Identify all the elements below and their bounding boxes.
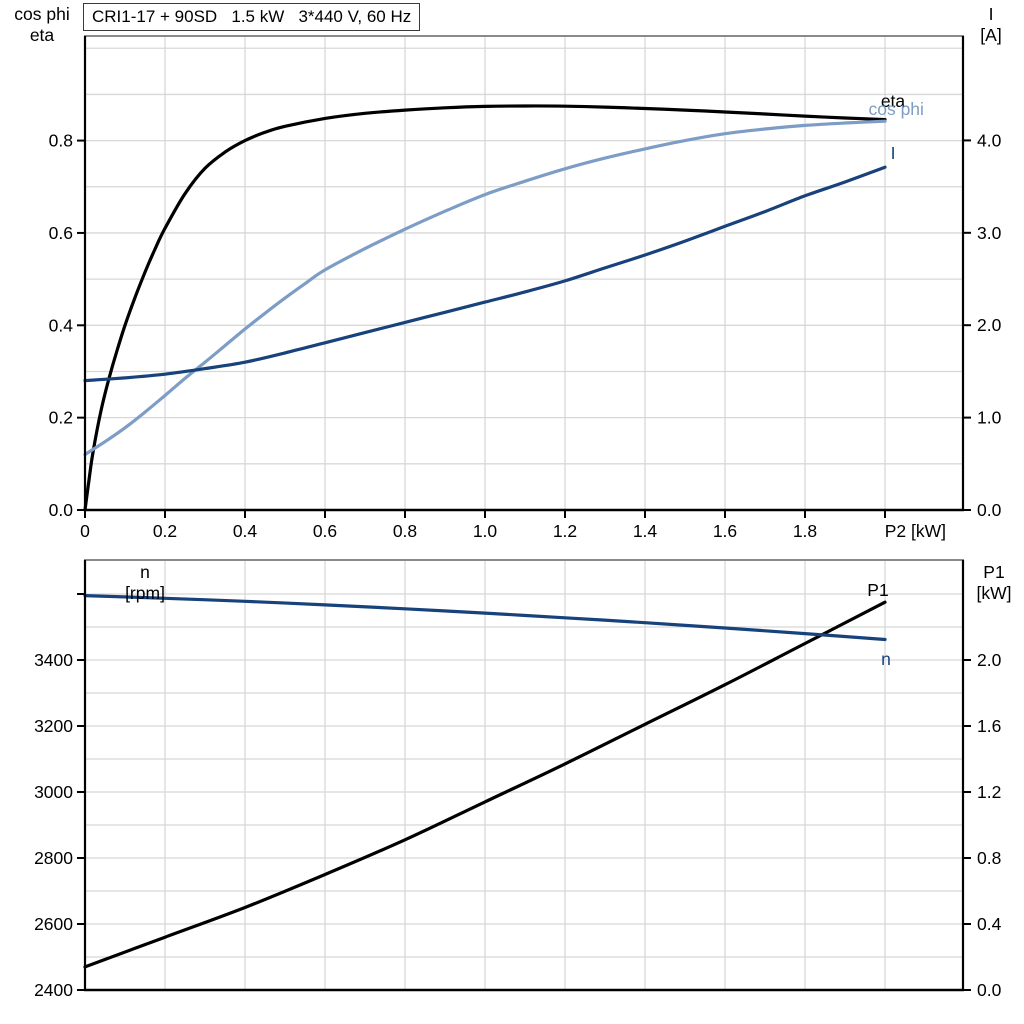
right-tick-label: 4.0 [977, 130, 1002, 150]
axes [83, 560, 965, 992]
cos-phi-curve [83, 119, 887, 457]
right-tick-label: 1.2 [977, 782, 1001, 802]
eta-curve [83, 104, 887, 512]
left-tick-label: 0.0 [49, 500, 74, 520]
tick-labels: 2400 2600 2800 3000 3200 3400 0.0 0.4 0.8 1.2 1.6 2… [34, 650, 1002, 1000]
chart-title-box: CRI1-17 + 90SD 1.5 kW 3*440 V, 60 Hz [83, 3, 421, 31]
x-tick-label: 1.0 [473, 521, 498, 541]
right-tick-label: 0.4 [977, 914, 1002, 934]
left-tick-label: 2600 [34, 914, 73, 934]
I-curve-label: I [891, 143, 896, 163]
n-curve-label: n [881, 649, 891, 669]
P1-curve [83, 600, 887, 969]
left-tick-label: 2800 [34, 848, 73, 868]
I-curve [83, 165, 887, 383]
left-tick-label: 0.2 [49, 408, 73, 428]
x-tick-label: 0.4 [233, 521, 258, 541]
x-axis-title: P2 [kW] [885, 521, 946, 541]
axis-header-speed: n [140, 562, 150, 582]
axes [83, 36, 965, 512]
left-tick-label: 3000 [34, 782, 73, 802]
axis-header-current: I [988, 4, 994, 24]
n-curve [83, 594, 887, 642]
axis-header-speed-unit: [rpm] [125, 583, 165, 603]
left-tick-label: 0.4 [49, 315, 74, 335]
x-tick-label: 0.6 [313, 521, 337, 541]
left-tick-label: 3400 [34, 650, 73, 670]
left-tick-label: 3200 [34, 716, 73, 736]
bottom-right-axis-header: P1 [kW] [964, 562, 1024, 604]
left-tick-label: 0.6 [49, 223, 73, 243]
motor-curves-panel: 0.0 0.2 0.4 0.6 0.8 0.0 1.0 2.0 3.0 4.0 0 0.2 0.4 0.6… [49, 35, 1002, 541]
right-tick-label: 2.0 [977, 315, 1002, 335]
right-tick-label: 1.6 [977, 716, 1001, 736]
right-tick-label: 0.0 [977, 980, 1002, 1000]
top-left-axis-header: cos phi eta [2, 4, 82, 46]
gridlines [85, 560, 963, 990]
axis-header-eta: eta [29, 25, 55, 45]
tick-labels: 0.0 0.2 0.4 0.6 0.8 0.0 1.0 2.0 3.0 4.0 0 0.2 0.4 0.6… [49, 130, 1002, 541]
x-tick-label: 1.4 [633, 521, 658, 541]
tick-marks [77, 139, 971, 518]
x-tick-label: 0.8 [393, 521, 417, 541]
cos-phi-curve-label: cos phi [868, 99, 923, 119]
axis-header-current-unit: [A] [980, 25, 1002, 45]
left-tick-label: 2400 [34, 980, 73, 1000]
right-tick-label: 2.0 [977, 650, 1002, 670]
right-tick-label: 0.8 [977, 848, 1001, 868]
axis-header-power: P1 [983, 562, 1005, 582]
right-tick-label: 1.0 [977, 408, 1002, 428]
x-tick-label: 0.2 [153, 521, 177, 541]
left-tick-label: 0.8 [49, 131, 73, 151]
axis-header-cos-phi: cos phi [14, 4, 70, 24]
axis-header-power-unit: [kW] [976, 583, 1012, 603]
speed-power-panel: 2400 2600 2800 3000 3200 3400 0.0 0.4 0.8 1.2 1.6 2… [34, 559, 1002, 1000]
bottom-left-axis-header: n [rpm] [108, 562, 182, 604]
x-tick-label: 1.8 [793, 521, 817, 541]
x-tick-label: 1.6 [713, 521, 737, 541]
right-tick-label: 0.0 [977, 500, 1002, 520]
top-right-axis-header: I [A] [963, 4, 1019, 46]
right-tick-label: 3.0 [977, 223, 1002, 243]
x-tick-label: 0 [80, 521, 90, 541]
x-tick-label: 1.2 [553, 521, 577, 541]
tick-marks [77, 592, 971, 991]
P1-curve-label: P1 [867, 580, 888, 600]
eta-curve-label: eta [881, 91, 906, 111]
gridlines [85, 36, 963, 510]
